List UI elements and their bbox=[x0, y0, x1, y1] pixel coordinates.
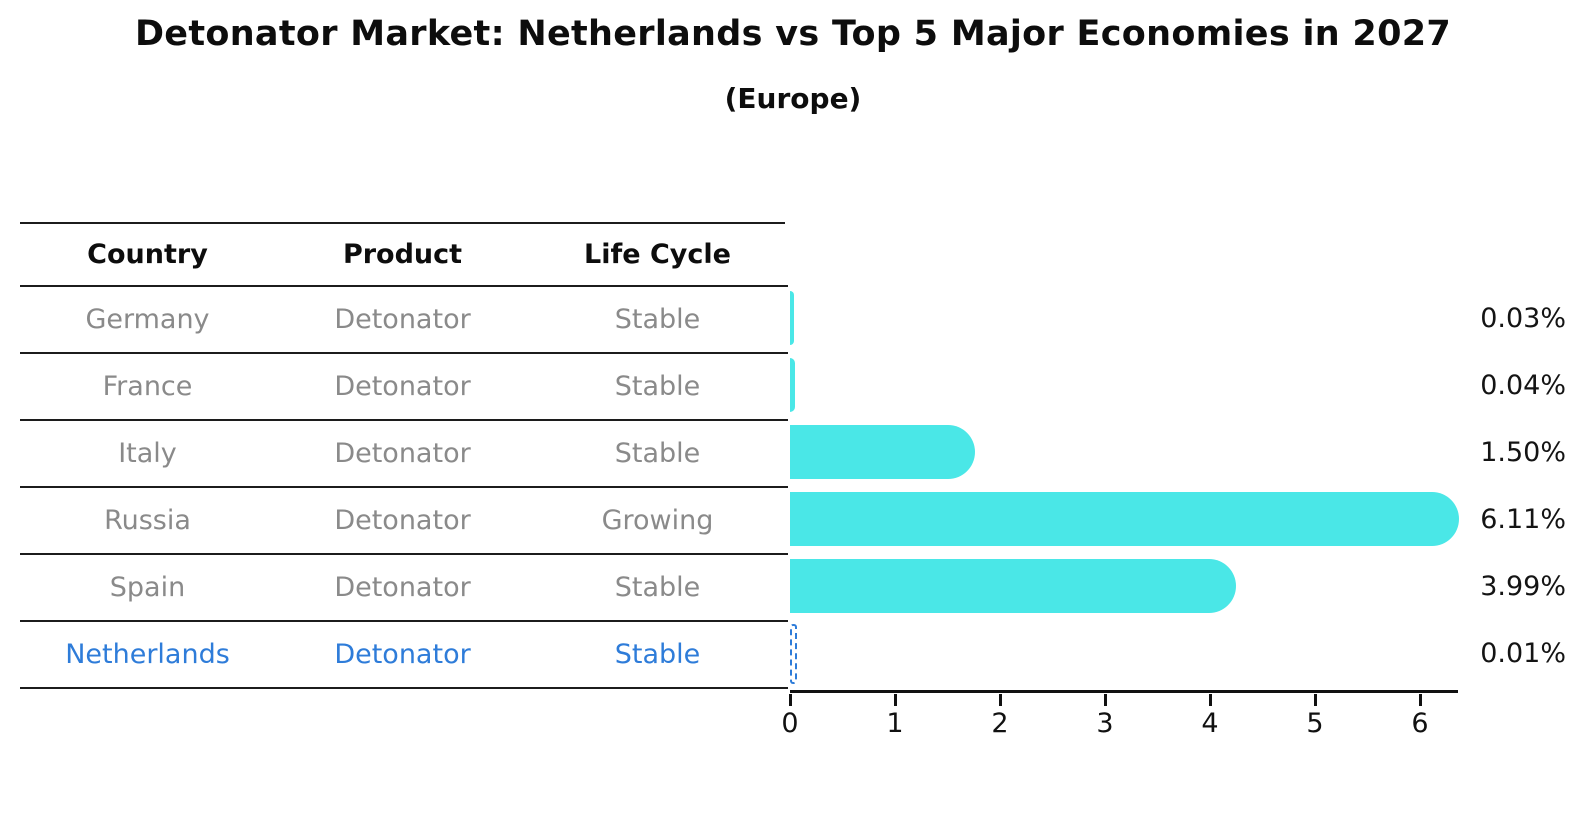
x-tick bbox=[1209, 694, 1212, 706]
cell-product: Detonator bbox=[334, 371, 471, 402]
x-tick-label: 1 bbox=[886, 708, 904, 739]
cell-product: Detonator bbox=[334, 438, 471, 469]
x-tick-label: 2 bbox=[991, 708, 1009, 739]
table-row-russia: Russia Detonator Growing bbox=[20, 486, 785, 553]
cell-country: Italy bbox=[118, 438, 177, 469]
country-table: Country Product Life Cycle Germany Detonator… bbox=[20, 222, 785, 689]
chart-subtitle: (Europe) bbox=[724, 82, 862, 115]
table-header-cell-life-cycle: Life Cycle bbox=[584, 239, 731, 270]
table-header-row: Country Product Life Cycle bbox=[20, 224, 785, 285]
cell-country: Spain bbox=[109, 572, 186, 603]
cell-life-cycle: Growing bbox=[601, 505, 714, 536]
cell-life-cycle: Stable bbox=[614, 304, 701, 335]
cell-life-cycle: Stable bbox=[614, 371, 701, 402]
chart-title: Detonator Market: Netherlands vs Top 5 M… bbox=[134, 14, 1452, 54]
cell-product: Detonator bbox=[334, 572, 471, 603]
x-tick-label: 3 bbox=[1096, 708, 1114, 739]
bar-netherlands bbox=[790, 624, 797, 684]
cell-product: Detonator bbox=[334, 639, 471, 670]
y-tick bbox=[770, 687, 788, 689]
x-axis-line bbox=[790, 690, 1458, 693]
table-row-germany: Germany Detonator Stable bbox=[20, 285, 785, 352]
x-tick bbox=[1419, 694, 1422, 706]
bar-germany bbox=[790, 291, 794, 345]
y-tick bbox=[770, 352, 788, 354]
bar-russia bbox=[790, 492, 1459, 546]
value-label-spain: 3.99% bbox=[1480, 571, 1566, 602]
x-tick bbox=[894, 694, 897, 706]
value-label-germany: 0.03% bbox=[1480, 303, 1566, 334]
y-tick bbox=[770, 419, 788, 421]
value-label-netherlands: 0.01% bbox=[1480, 638, 1566, 669]
y-tick bbox=[770, 620, 788, 622]
cell-life-cycle: Stable bbox=[614, 639, 701, 670]
table-row-netherlands: Netherlands Detonator Stable bbox=[20, 620, 785, 687]
cell-life-cycle: Stable bbox=[614, 438, 701, 469]
table-header-cell-country: Country bbox=[87, 239, 208, 270]
x-tick bbox=[1104, 694, 1107, 706]
value-label-italy: 1.50% bbox=[1480, 437, 1566, 468]
bar-france bbox=[790, 358, 795, 412]
value-label-russia: 6.11% bbox=[1480, 504, 1566, 535]
x-tick bbox=[789, 694, 792, 706]
table-row-italy: Italy Detonator Stable bbox=[20, 419, 785, 486]
cell-product: Detonator bbox=[334, 304, 471, 335]
cell-product: Detonator bbox=[334, 505, 471, 536]
cell-country: Germany bbox=[85, 304, 210, 335]
cell-country: France bbox=[102, 371, 193, 402]
y-tick bbox=[770, 553, 788, 555]
x-tick bbox=[999, 694, 1002, 706]
table-row-spain: Spain Detonator Stable bbox=[20, 553, 785, 620]
cell-country: Netherlands bbox=[65, 639, 230, 670]
table-header-cell-product: Product bbox=[342, 239, 463, 270]
y-tick bbox=[770, 486, 788, 488]
table-row-france: France Detonator Stable bbox=[20, 352, 785, 419]
value-label-france: 0.04% bbox=[1480, 370, 1566, 401]
x-tick-label: 0 bbox=[781, 708, 799, 739]
cell-life-cycle: Stable bbox=[614, 572, 701, 603]
x-tick bbox=[1314, 694, 1317, 706]
bar-spain bbox=[790, 559, 1236, 613]
bar-italy bbox=[790, 425, 975, 479]
cell-country: Russia bbox=[104, 505, 191, 536]
x-tick-label: 5 bbox=[1306, 708, 1324, 739]
x-tick-label: 4 bbox=[1201, 708, 1219, 739]
x-tick-label: 6 bbox=[1411, 708, 1429, 739]
y-tick bbox=[770, 285, 788, 287]
